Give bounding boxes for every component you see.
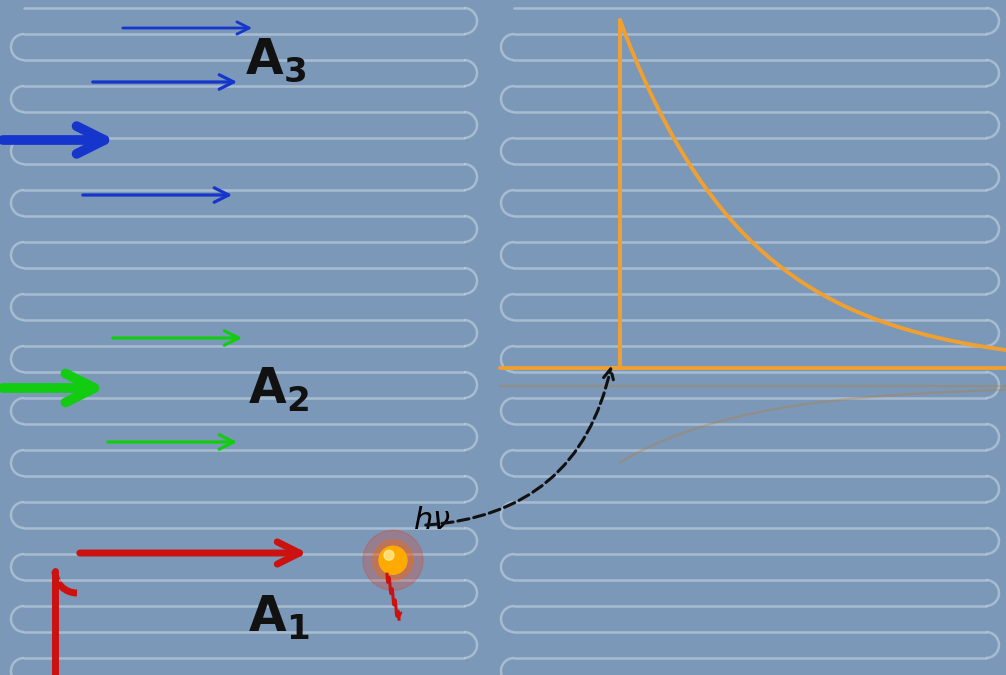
Circle shape — [379, 546, 407, 574]
Circle shape — [373, 540, 413, 580]
Text: $\mathbf{A_2}$: $\mathbf{A_2}$ — [248, 366, 309, 414]
Text: h$\nu$: h$\nu$ — [413, 506, 451, 535]
FancyArrowPatch shape — [426, 369, 614, 525]
Circle shape — [384, 550, 394, 560]
Text: $\mathbf{A_3}$: $\mathbf{A_3}$ — [245, 36, 306, 84]
Text: $\mathbf{A_1}$: $\mathbf{A_1}$ — [248, 594, 310, 642]
Circle shape — [363, 531, 423, 590]
